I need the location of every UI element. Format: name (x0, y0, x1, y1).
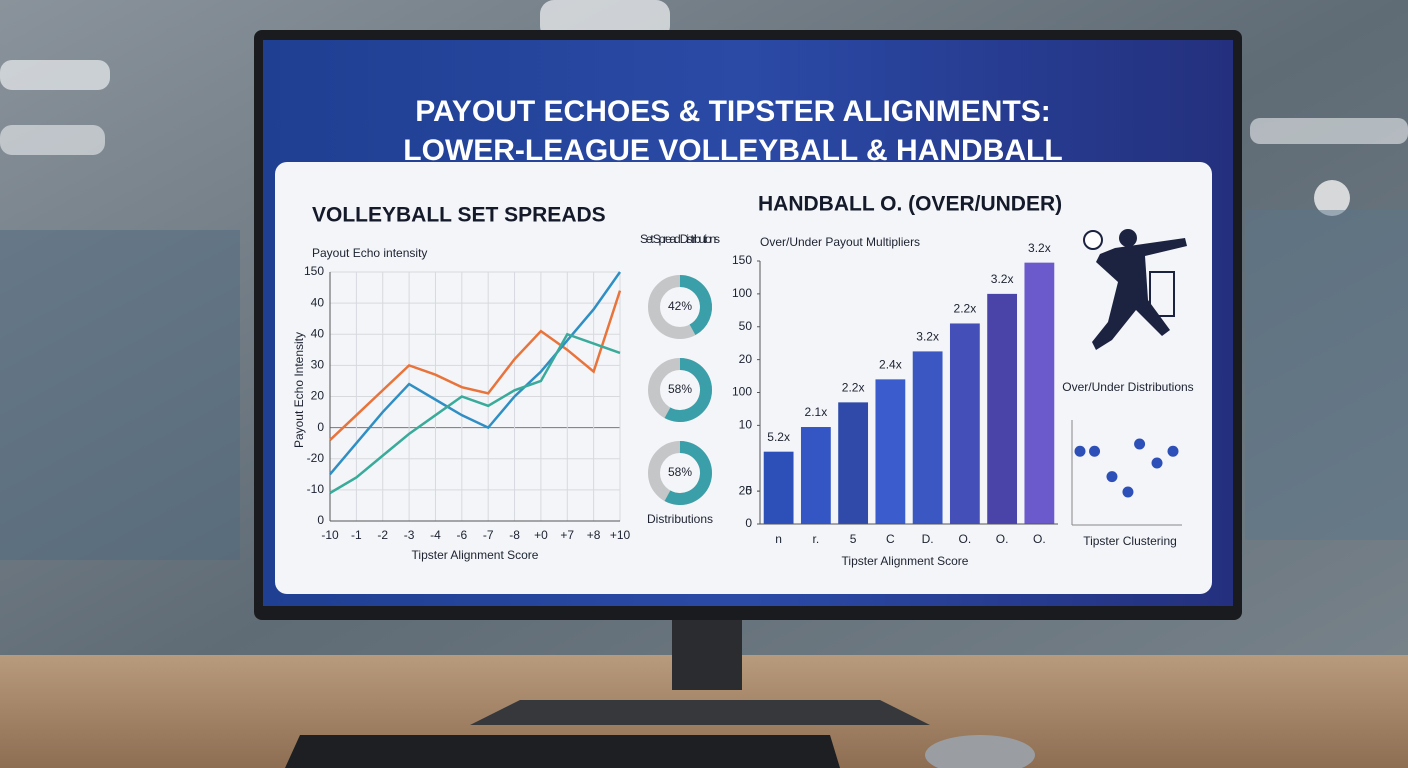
y-tick-label: -10 (307, 482, 325, 496)
y-tick-label: 50 (739, 319, 753, 333)
x-tick-label: n (775, 532, 782, 546)
scatter-point (1122, 486, 1134, 498)
scatter-point (1106, 471, 1118, 483)
x-tick-label: +8 (587, 528, 601, 542)
x-tick-label: D. (922, 532, 934, 546)
y-tick-label: 150 (304, 264, 324, 278)
chart-subtitle: Over/Under Payout Multipliers (760, 235, 920, 249)
bar-label: 3.2x (916, 330, 939, 344)
y-tick-label: 5 (745, 483, 752, 497)
x-tick-label: -10 (321, 528, 339, 542)
y-tick-label: 150 (732, 253, 752, 267)
y-tick-label: 20 (739, 352, 753, 366)
x-axis-label: Tipster Alignment Score (412, 548, 539, 562)
chart-title: Set Spread Distributions (640, 232, 720, 246)
line-series (329, 332, 621, 495)
bar (763, 451, 794, 524)
bar-label: 5.2x (767, 430, 790, 444)
donut-segment (664, 358, 712, 422)
y-tick-label: 30 (311, 358, 325, 372)
x-tick-label: -2 (377, 528, 388, 542)
monitor-neck (672, 615, 742, 690)
y-tick-label: 100 (732, 286, 752, 300)
y-tick-label: 20 (739, 483, 753, 497)
title: LOWER-LEAGUE VOLLEYBALL & HANDBALL (403, 134, 1062, 167)
donut-label: 58% (668, 465, 692, 479)
donut-segment (679, 275, 712, 336)
x-tick-label: O. (996, 532, 1009, 546)
bar (949, 323, 980, 524)
donut-label: 42% (668, 299, 692, 313)
x-axis-label: Tipster Clustering (1083, 534, 1177, 548)
y-tick-label: 0 (745, 516, 752, 530)
x-tick-label: 5 (850, 532, 857, 546)
mouse (925, 735, 1035, 768)
scatter-point (1151, 457, 1163, 469)
scatter-point (1089, 445, 1101, 457)
y-tick-label: 0 (317, 513, 324, 527)
x-tick-label: O. (959, 532, 972, 546)
x-tick-label: -3 (404, 528, 415, 542)
scatter-point (1167, 445, 1179, 457)
chart-title: HANDBALL O. (OVER/UNDER) (758, 193, 1062, 216)
window (0, 230, 240, 560)
y-tick-label: -20 (307, 451, 325, 465)
chart-title: Over/Under Distributions (1062, 380, 1193, 394)
ceiling-light (0, 60, 110, 90)
y-tick-label: 100 (732, 385, 752, 399)
chart-subtitle: Payout Echo intensity (312, 246, 427, 260)
y-tick-label: 40 (311, 326, 325, 340)
x-tick-label: C (886, 532, 895, 546)
monitor-stand (470, 700, 930, 725)
donut-segment (664, 441, 712, 505)
content-panel (275, 162, 1212, 594)
y-tick-label: 40 (311, 295, 325, 309)
x-tick-label: +0 (534, 528, 548, 542)
bar-label: 2.2x (954, 302, 977, 316)
bar-label: 3.2x (1028, 241, 1051, 255)
window (1245, 210, 1408, 540)
x-tick-label: r. (813, 532, 820, 546)
bar-label: 3.2x (991, 272, 1014, 286)
bar (1024, 262, 1055, 524)
x-tick-label: -1 (351, 528, 362, 542)
bar-label: 2.2x (842, 381, 865, 395)
x-axis-label: Tipster Alignment Score (842, 554, 969, 568)
bar (838, 402, 869, 524)
x-tick-label: -8 (509, 528, 520, 542)
donut-label: 58% (668, 382, 692, 396)
ceiling-light (0, 125, 105, 155)
line-series (329, 290, 622, 441)
title: PAYOUT ECHOES & TIPSTER ALIGNMENTS: (415, 95, 1051, 128)
chart-title: VOLLEYBALL SET SPREADS (312, 204, 606, 227)
bar-label: 2.1x (805, 405, 828, 419)
y-tick-label: 10 (739, 418, 753, 432)
keyboard (285, 735, 840, 768)
bar (987, 293, 1018, 524)
handball-player-icon (1083, 229, 1187, 350)
chart-footer: Distributions (647, 512, 713, 526)
scatter-point (1134, 438, 1146, 450)
bar-label: 2.4x (879, 358, 902, 372)
x-tick-label: +10 (610, 528, 631, 542)
bar (875, 379, 906, 524)
x-tick-label: O. (1033, 532, 1046, 546)
x-tick-label: -7 (483, 528, 494, 542)
lamp (1314, 180, 1350, 216)
scatter-point (1074, 445, 1086, 457)
x-tick-label: +7 (560, 528, 574, 542)
bar (912, 351, 943, 524)
x-tick-label: -6 (456, 528, 467, 542)
ceiling-light (1250, 118, 1408, 144)
x-tick-label: -4 (430, 528, 441, 542)
y-tick-label: 20 (311, 389, 325, 403)
y-tick-label: 0 (317, 420, 324, 434)
bar (800, 427, 831, 524)
y-axis-label: Payout Echo Intensity (292, 332, 306, 448)
